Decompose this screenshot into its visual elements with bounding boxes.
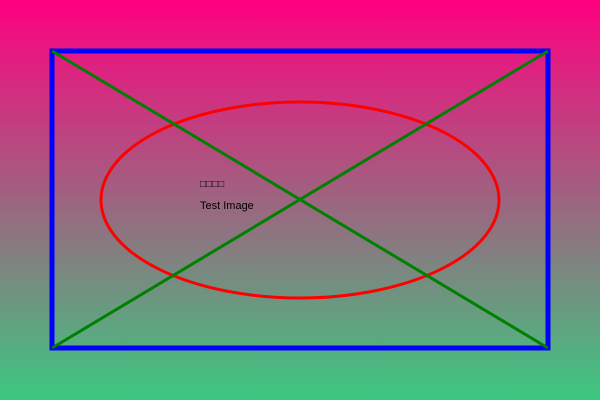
caption-test-image: Test Image	[200, 200, 254, 212]
green-diagonal-top-right-to-bottom-left	[51, 49, 549, 350]
blue-rectangle-outline	[49, 48, 551, 351]
caption-missing-glyphs: □□□□	[200, 179, 225, 190]
red-ellipse-outline	[99, 100, 501, 300]
